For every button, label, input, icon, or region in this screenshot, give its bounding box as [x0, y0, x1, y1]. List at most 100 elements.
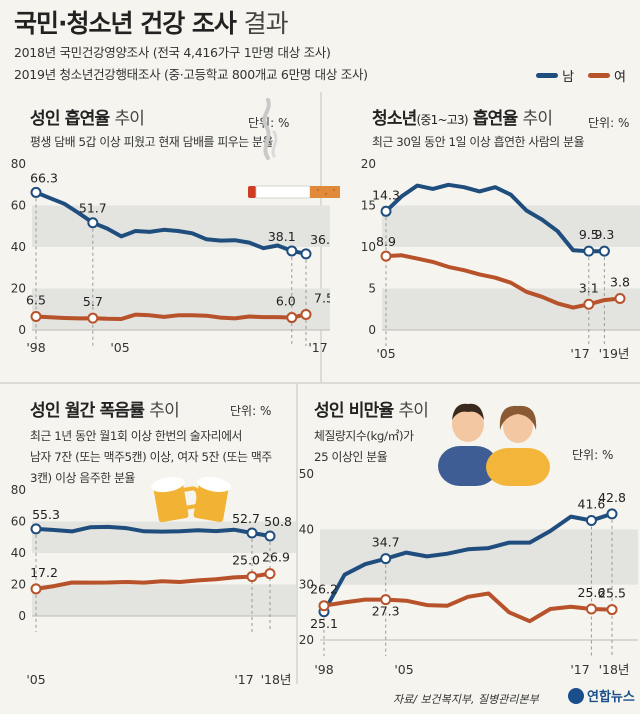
x-tick-label: '05	[26, 672, 45, 687]
data-point	[585, 514, 597, 526]
data-point	[87, 217, 99, 229]
data-point	[380, 553, 392, 565]
panel-title-adult-smoking: 성인 흡연율 추이	[30, 104, 145, 129]
data-point	[286, 245, 298, 257]
description-line: 최근 1년 동안 월1회 이상 한번의 술자리에서	[30, 429, 243, 443]
data-point	[264, 568, 276, 580]
data-label: 25.1	[310, 616, 338, 631]
legend-male-label: 남	[562, 70, 575, 85]
data-point	[286, 312, 298, 324]
grid-band	[382, 288, 640, 330]
data-label: 17.2	[30, 565, 58, 580]
legend-male-swatch	[536, 73, 559, 78]
data-label: 3.1	[579, 280, 599, 295]
x-tick-label: '17	[308, 340, 327, 355]
data-label: 42.8	[598, 490, 626, 505]
panel-title-light: 추이	[398, 401, 429, 421]
data-point	[583, 245, 595, 257]
data-point	[583, 298, 595, 310]
description-line: 3캔) 이상 음주한 분율	[30, 471, 135, 485]
y-tick-label: 0	[368, 323, 376, 337]
y-tick-label: 50	[299, 467, 314, 481]
panel-title-light: 추이	[149, 401, 179, 421]
y-tick-label: 20	[299, 633, 314, 647]
panel-title-light: 추이	[522, 109, 553, 129]
panel-title-bold: 성인 월간 폭음률	[30, 401, 145, 421]
data-label: 34.7	[372, 535, 400, 550]
data-label: 14.3	[372, 187, 400, 202]
data-point	[318, 600, 330, 612]
data-point	[606, 604, 618, 616]
x-tick-label: '05	[110, 340, 129, 355]
description-obesity: 체질량지수(kg/㎡)가 25 이상인 분율	[314, 426, 414, 468]
data-label: 7.5	[314, 290, 330, 305]
x-tick-label: '98	[26, 340, 45, 355]
panel-title-binge-drinking: 성인 월간 폭음률 추이	[30, 396, 180, 421]
description-adult-smoking: 평생 담배 5갑 이상 피웠고 현재 담배를 피우는 분율	[30, 132, 273, 153]
data-label: 6.0	[276, 294, 296, 309]
data-point	[606, 508, 618, 520]
data-label: 6.5	[26, 293, 46, 308]
x-tick-label: '05	[394, 662, 413, 677]
panel-title-light: 추이	[114, 109, 145, 129]
description-line: 최근 30일 동안 1일 이상 흡연한 사람의 분율	[372, 135, 585, 149]
y-tick-label: 5	[368, 282, 376, 296]
logo-text: 연합뉴스	[587, 690, 635, 705]
panel-title-bold: 청소년	[372, 109, 417, 129]
x-tick-label: '18년	[599, 662, 630, 677]
series-line	[384, 253, 622, 310]
data-point	[246, 571, 258, 583]
data-label: 27.3	[372, 604, 400, 619]
data-label: 50.8	[264, 514, 292, 529]
data-label: 38.1	[268, 229, 296, 244]
grid-band	[382, 205, 640, 247]
data-point	[87, 312, 99, 324]
data-point	[614, 292, 626, 304]
grid-band	[32, 288, 330, 330]
data-label: 9.5	[579, 227, 599, 242]
y-tick-label: 60	[11, 199, 26, 213]
data-label: 41.6	[578, 496, 606, 511]
data-point	[30, 311, 42, 323]
description-line: 남자 7잔 (또는 맥주5캔) 이상, 여자 5잔 (또는 맥주	[30, 450, 272, 464]
unit-label-adult-smoking: 단위: %	[248, 116, 290, 130]
y-tick-label: 80	[11, 483, 26, 497]
source-note: 자료/ 보건복지부, 질병관리본부	[393, 693, 539, 706]
x-tick-label: '18년	[261, 672, 292, 687]
chart-adult-smoking: 020406080'98'05'17'18년66.351.738.136.76.…	[11, 157, 330, 355]
data-label: 36.7	[310, 232, 330, 247]
cigarette-body-icon	[248, 185, 340, 199]
panel-title-bold: 성인 비만율	[314, 401, 394, 421]
page-title: 국민·청소년 건강 조사 결과	[14, 4, 289, 40]
data-label: 51.7	[79, 201, 107, 216]
data-point	[300, 248, 312, 260]
panel-title-small: (중1~고3)	[416, 113, 469, 127]
series-line	[322, 591, 614, 624]
data-label: 9.3	[594, 227, 614, 242]
grid-band	[32, 205, 330, 247]
y-tick-label: 40	[11, 546, 26, 560]
grid-band	[320, 529, 638, 585]
data-point	[598, 245, 610, 257]
grid-band	[32, 521, 296, 553]
data-label: 55.3	[32, 507, 60, 522]
y-tick-label: 30	[299, 578, 314, 592]
y-tick-label: 20	[11, 578, 26, 592]
grid-band	[32, 584, 296, 616]
series-line	[34, 312, 308, 321]
x-tick-label: '05	[376, 346, 395, 361]
panel-title-bold: 성인 흡연율	[30, 109, 110, 129]
legend-female-swatch	[588, 73, 611, 78]
series-line	[34, 190, 308, 256]
unit-label-youth-smoking: 단위: %	[588, 116, 630, 130]
chart-binge-drinking: 0 20 40 60 80 '05 '17 '18년 55.3 52.7 50.8 17.2 25.0 2…	[11, 483, 296, 687]
data-label: 5.7	[83, 294, 103, 309]
series-line	[322, 511, 614, 614]
survey-note-1: 2018년 국민건강영양조사 (전국 4,416가구 1만명 대상 조사)	[14, 45, 331, 60]
data-label: 26.2	[310, 582, 338, 597]
couple-illustration-icon	[438, 403, 550, 486]
series-line	[34, 524, 272, 538]
cigarette-icon	[262, 98, 278, 160]
title-main: 국민·청소년 건강 조사	[14, 9, 237, 38]
y-tick-label: 0	[18, 323, 26, 337]
